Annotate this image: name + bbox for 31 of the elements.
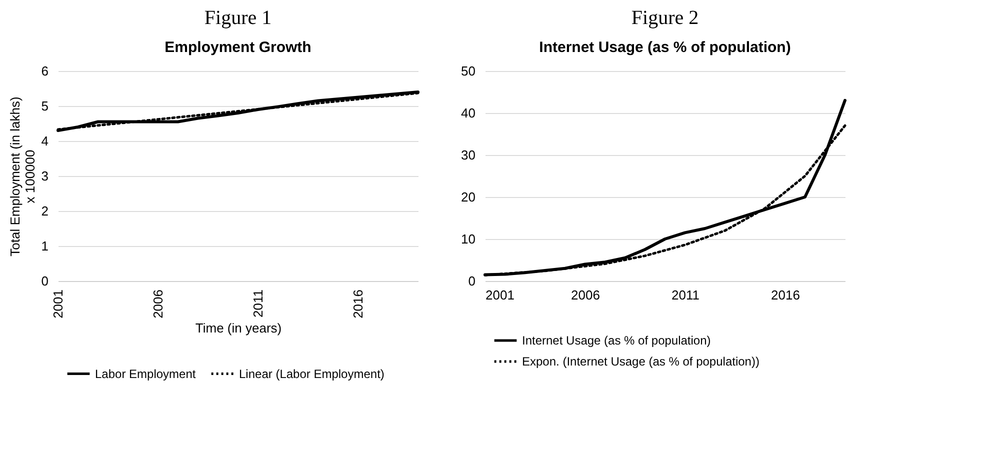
y-tick-label: 3: [41, 168, 48, 184]
x-tick-label: 2001: [486, 288, 514, 302]
y-tick-label: 4: [41, 134, 48, 148]
x-tick-label: 2016: [771, 288, 800, 302]
x-axis-title: Time (in years): [195, 320, 282, 336]
legend-label: Expon. (Internet Usage (as % of population)): [522, 354, 760, 368]
y-tick-label: 50: [461, 64, 476, 78]
legend-label: Labor Employment: [95, 366, 196, 381]
chart-subtitle: Internet Usage (as % of population): [539, 39, 791, 56]
legend-label: Internet Usage (as % of population): [522, 334, 711, 348]
chart-title: Figure 1: [204, 7, 272, 29]
chart-subtitle: Employment Growth: [164, 39, 312, 56]
legend-label: Linear (Labor Employment): [239, 366, 384, 381]
y-tick-label: 1: [41, 238, 48, 254]
y-tick-label: 20: [461, 190, 476, 204]
x-tick-label: 2011: [250, 290, 266, 318]
y-tick-label: 2: [41, 204, 48, 218]
y-tick-label: 5: [41, 98, 48, 114]
x-tick-label: 2011: [672, 288, 700, 302]
y-tick-label: 0: [468, 274, 476, 288]
y-tick-label: 30: [461, 148, 476, 162]
x-tick-label: 2001: [50, 290, 66, 318]
x-tick-label: 2006: [571, 288, 600, 302]
y-axis-title: Total Employment (in lakhs) x 100000: [7, 96, 38, 256]
y-tick-label: 40: [461, 106, 476, 120]
x-tick-label: 2006: [150, 290, 166, 318]
x-tick-label: 2016: [350, 290, 366, 318]
y-tick-label: 0: [41, 274, 48, 288]
y-tick-label: 10: [461, 232, 476, 246]
chart-title: Figure 2: [631, 7, 699, 29]
y-tick-label: 6: [41, 64, 48, 78]
